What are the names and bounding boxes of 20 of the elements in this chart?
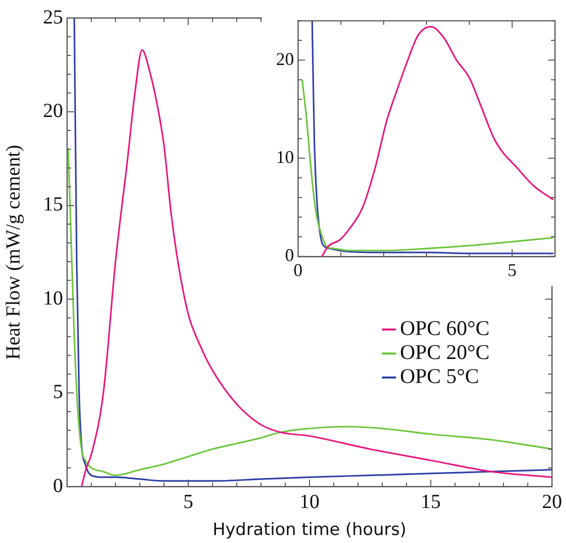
y-tick-label: 20 [43, 100, 63, 122]
y-tick-label: 15 [43, 194, 63, 216]
x-tick-label: 5 [183, 490, 194, 513]
y-tick-label: 0 [53, 474, 63, 497]
x-axis-title: Hydration time (hours) [212, 520, 406, 540]
x-tick-label: 20 [542, 490, 562, 513]
y-tick-label: 10 [43, 287, 63, 310]
legend-label: OPC 60°C [400, 316, 490, 340]
x-tick-label: 15 [420, 490, 441, 513]
x-tick-label: 10 [300, 490, 320, 513]
y-tick-label: 25 [43, 6, 63, 28]
line-series [67, 148, 552, 476]
y-tick-label: 5 [53, 381, 63, 404]
line-series [301, 80, 554, 252]
y-tick-label: 20 [276, 48, 294, 69]
legend-label: OPC 5°C [400, 364, 480, 388]
y-tick-label: 10 [276, 146, 294, 167]
y-tick-label: 0 [285, 245, 294, 266]
y-axis-title: Heat Flow (mW/g cement) [2, 144, 24, 360]
legend-label: OPC 20°C [400, 340, 490, 364]
